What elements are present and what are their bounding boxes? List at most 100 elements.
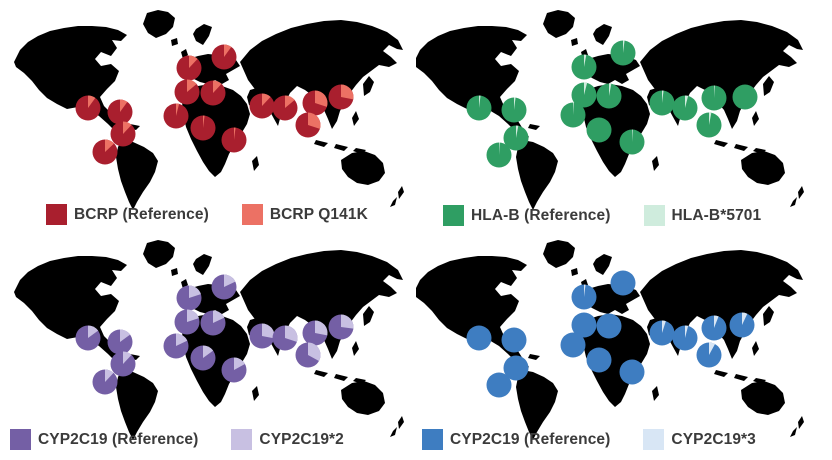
pie-slice-variant-northeast-europe	[224, 44, 232, 57]
legend-label-variant: CYP2C19*3	[671, 430, 756, 448]
pie-slice-variant-north-europe	[189, 285, 201, 298]
world-map-bcrp	[14, 10, 404, 210]
pie-north-america-east	[501, 327, 527, 353]
pie-slice-variant-west-europe	[584, 82, 588, 95]
pie-slice-variant-south-america	[105, 139, 115, 152]
pie-slice-variant-middle-east	[262, 93, 271, 106]
pie-slice-variant-southeast-africa	[234, 127, 236, 140]
pie-north-america-west	[466, 325, 492, 351]
panel-hla-b: HLA-B (Reference) HLA-B*5701	[416, 0, 832, 230]
pie-slice-variant-east-europe	[213, 310, 225, 323]
legend-label-reference: BCRP (Reference)	[74, 205, 209, 223]
pie-slice-variant-south-america	[105, 369, 114, 382]
pie-slice-variant-middle-east	[662, 90, 664, 103]
legend-label-variant: HLA-B*5701	[671, 206, 762, 224]
pie-slice-variant-east-asia	[315, 320, 328, 336]
pie-slice-variant-india	[685, 325, 689, 338]
panel-bcrp: BCRP (Reference) BCRP Q141K	[0, 0, 416, 230]
pie-slice-variant-middle-east	[662, 320, 666, 333]
pie-slice-variant-north-europe	[584, 54, 587, 67]
pie-slice-variant-japan	[341, 314, 354, 329]
pie-slice-variant-japan	[341, 84, 354, 100]
panel-cyp2c19-star3: CYP2C19 (Reference) CYP2C19*3	[416, 230, 832, 460]
pie-slice-variant-east-europe	[213, 80, 222, 93]
pie-west-africa	[560, 332, 586, 358]
pie-slice-variant-southeast-asia	[308, 342, 321, 362]
pie-slice-variant-central-africa	[203, 345, 214, 358]
pie-slice-variant-southeast-africa	[632, 129, 633, 142]
pie-slice-variant-central-america	[516, 125, 519, 138]
pie-slice-variant-east-asia	[714, 315, 719, 328]
pie-slice-variant-north-america-east	[120, 99, 128, 112]
pie-slice-variant-north-europe	[584, 284, 586, 297]
pie-northeast-europe	[610, 270, 636, 296]
world-landmass	[14, 240, 404, 440]
legend-swatch-variant	[643, 429, 665, 450]
legend-label-variant: BCRP Q141K	[269, 205, 368, 223]
pie-slice-variant-southeast-asia	[308, 112, 321, 129]
pie-central-america	[503, 355, 529, 381]
pie-slice-variant-india	[285, 325, 298, 342]
world-landmass	[14, 10, 404, 210]
pie-slice-variant-east-asia	[714, 85, 715, 98]
pie-slice-variant-southeast-asia	[709, 342, 716, 355]
pie-slice-variant-japan	[742, 312, 748, 325]
pie-slice-variant-northeast-europe	[224, 274, 236, 287]
pie-chart-layer	[75, 274, 354, 395]
pie-slice-variant-central-africa	[203, 115, 205, 128]
pie-east-europe	[596, 313, 622, 339]
legend-label-reference: CYP2C19 (Reference)	[450, 430, 611, 448]
pie-slice-variant-northeast-europe	[623, 40, 625, 53]
pie-slice-variant-north-america-west	[479, 95, 481, 108]
pie-slice-variant-west-africa	[573, 102, 574, 115]
pie-slice-variant-india	[285, 95, 295, 108]
pie-slice-variant-north-america-east	[120, 329, 131, 342]
pie-south-america	[486, 372, 512, 398]
panel-cyp2c19-star2: CYP2C19 (Reference) CYP2C19*2	[0, 230, 416, 460]
pie-slice-variant-southeast-africa	[234, 357, 245, 370]
legend-swatch-variant	[643, 205, 665, 226]
pie-slice-variant-west-europe	[187, 309, 199, 322]
pie-slice-variant-north-america-west	[88, 325, 99, 338]
legend-hla-b: HLA-B (Reference) HLA-B*5701	[443, 205, 761, 226]
legend-swatch-reference	[10, 429, 31, 450]
pie-central-africa	[586, 117, 612, 143]
legend-label-reference: CYP2C19 (Reference)	[38, 430, 199, 448]
legend-label-reference: HLA-B (Reference)	[471, 206, 611, 224]
pie-slice-variant-central-america	[123, 351, 132, 364]
pie-slice-variant-middle-east	[262, 323, 275, 339]
pie-slice-variant-india	[685, 95, 689, 108]
pie-slice-variant-west-europe	[187, 79, 197, 92]
pie-slice-variant-north-america-west	[88, 95, 96, 108]
pie-slice-variant-north-europe	[189, 55, 198, 68]
legend-swatch-reference	[422, 429, 443, 450]
legend-cyp2c19-star3: CYP2C19 (Reference) CYP2C19*3	[422, 429, 756, 450]
pie-chart-layer	[75, 44, 354, 165]
pie-slice-variant-east-europe	[609, 83, 612, 96]
pie-central-africa	[586, 347, 612, 373]
pie-slice-variant-south-america	[499, 142, 500, 155]
pie-japan	[732, 84, 758, 110]
pie-slice-variant-southeast-asia	[709, 112, 712, 125]
legend-bcrp: BCRP (Reference) BCRP Q141K	[46, 204, 368, 225]
legend-swatch-variant	[231, 429, 253, 450]
legend-swatch-variant	[241, 204, 263, 225]
pie-slice-variant-north-america-east	[514, 97, 516, 110]
world-map-cyp2c19-star2	[14, 240, 404, 440]
pie-slice-variant-west-africa	[176, 333, 188, 346]
pie-chart-layer	[466, 40, 758, 168]
legend-swatch-reference	[443, 205, 464, 226]
pie-west-europe	[571, 312, 597, 338]
pie-chart-layer	[466, 270, 755, 398]
pie-southeast-africa	[619, 359, 645, 385]
pie-slice-variant-east-asia	[315, 90, 328, 107]
world-map-cyp2c19-star3	[416, 240, 804, 440]
legend-cyp2c19-star2: CYP2C19 (Reference) CYP2C19*2	[10, 429, 344, 450]
world-map-hla-b	[416, 10, 804, 210]
pie-slice-variant-central-america	[123, 121, 132, 134]
legend-swatch-reference	[46, 204, 67, 225]
legend-label-variant: CYP2C19*2	[259, 430, 344, 448]
pie-slice-variant-west-africa	[176, 103, 180, 116]
